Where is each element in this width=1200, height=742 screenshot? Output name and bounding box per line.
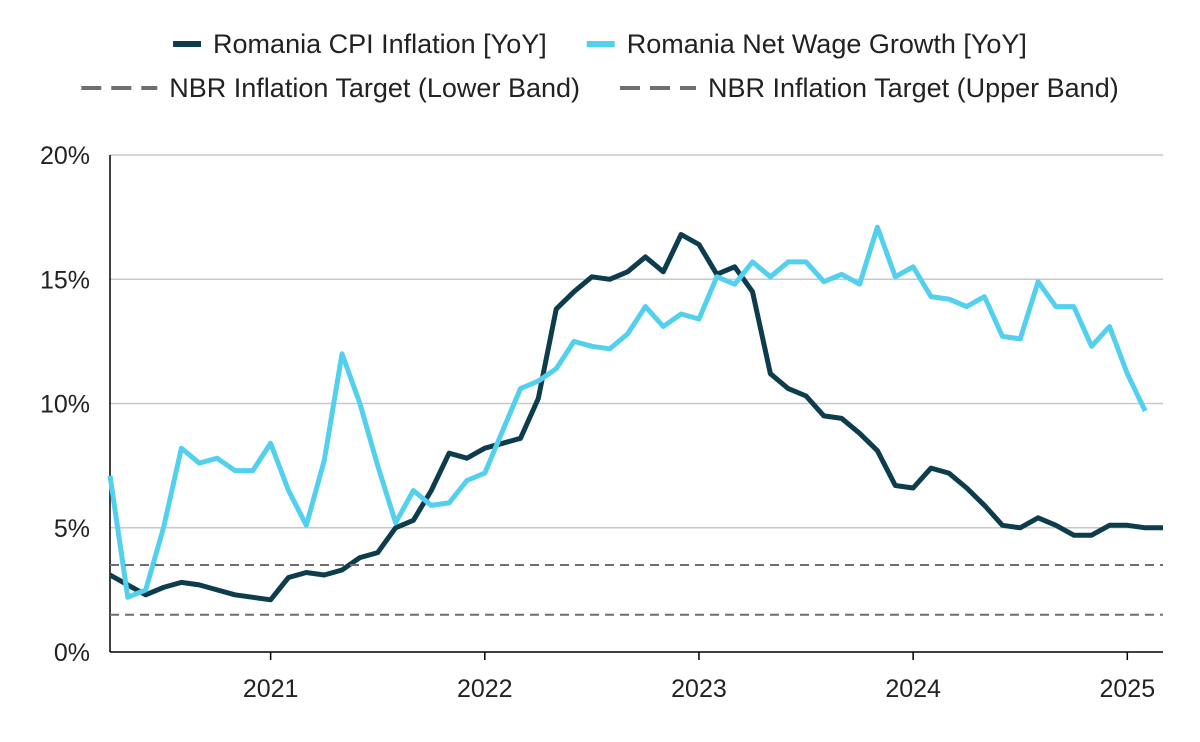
y-tick-label: 10% [40,391,90,419]
legend-label: Romania CPI Inflation [YoY] [213,29,547,59]
tick-labels: 0% 5% 10% 15% 20% 2021 2022 2023 2024 2025 [40,142,1155,703]
series-romania-net-wage-growth-yoy [107,224,1148,600]
gridlines [110,154,1163,529]
y-tick-label: 5% [54,515,90,543]
legend: Romania CPI Inflation [YoY] Romania Net W… [81,29,1119,103]
legend-item-nbr-inflation-target-upper-band: NBR Inflation Target (Upper Band) [620,73,1119,103]
x-tick-label: 2023 [671,675,727,703]
legend-label: Romania Net Wage Growth [YoY] [627,29,1027,59]
legend-item-nbr-inflation-target-lower-band: NBR Inflation Target (Lower Band) [81,73,580,103]
legend-item-romania-net-wage-growth-yoy: Romania Net Wage Growth [YoY] [586,29,1027,59]
y-tick-label: 20% [40,142,90,170]
y-tick-label: 15% [40,266,90,294]
legend-label: NBR Inflation Target (Upper Band) [708,73,1119,103]
legend-label: NBR Inflation Target (Lower Band) [169,73,580,103]
series-lines [107,224,1163,616]
x-tick-label: 2025 [1099,675,1155,703]
x-tick-label: 2021 [243,675,299,703]
y-tick-label: 0% [54,639,90,667]
axes [109,155,1163,660]
x-tick-label: 2024 [885,675,941,703]
series-romania-cpi-inflation-yoy [108,232,1163,603]
x-tick-label: 2022 [457,675,513,703]
legend-item-romania-cpi-inflation-yoy: Romania CPI Inflation [YoY] [173,29,547,59]
